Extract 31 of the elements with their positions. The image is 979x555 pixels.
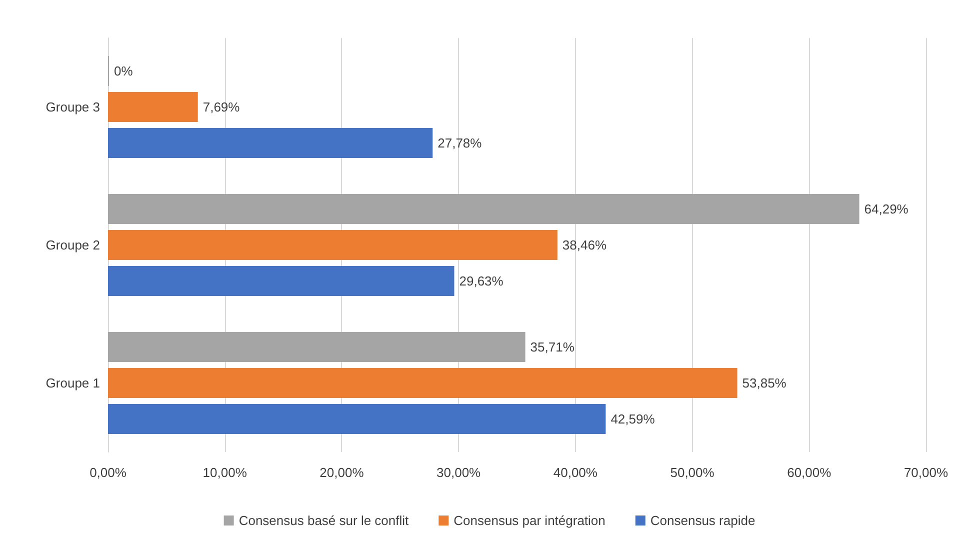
data-label: 53,85% [742,376,787,390]
bar [108,266,454,296]
bar [108,230,558,260]
bar [108,368,738,398]
x-tick-label: 60,00% [787,465,832,480]
x-tick-label: 20,00% [320,465,364,480]
data-label: 7,69% [202,100,240,114]
data-label: 38,46% [562,238,607,252]
data-label: 27,78% [438,136,482,150]
y-tick-label: Groupe 3 [46,100,100,114]
data-label: 42,59% [610,412,656,426]
legend-label: Consensus basé sur le conflit [238,513,410,528]
data-label: 0% [114,64,134,78]
bar [108,92,198,122]
legend-label: Consensus rapide [650,513,756,528]
x-tick-label: 0,00% [90,465,127,480]
x-tick-label: 50,00% [670,465,715,480]
bar [108,128,433,158]
data-label: 35,71% [530,340,575,354]
bar [108,404,606,434]
data-label: 29,63% [459,274,504,288]
legend-label: Consensus par intégration [454,513,606,528]
x-tick-label: 10,00% [202,465,248,480]
x-tick-label: 30,00% [436,465,482,480]
x-tick-label: 40,00% [553,465,598,480]
y-tick-label: Groupe 2 [46,238,100,252]
data-label: 64,29% [864,202,909,216]
bar [108,332,526,362]
bar [108,194,860,224]
y-tick-label: Groupe 1 [46,376,100,390]
x-tick-label: 70,00% [904,465,948,480]
